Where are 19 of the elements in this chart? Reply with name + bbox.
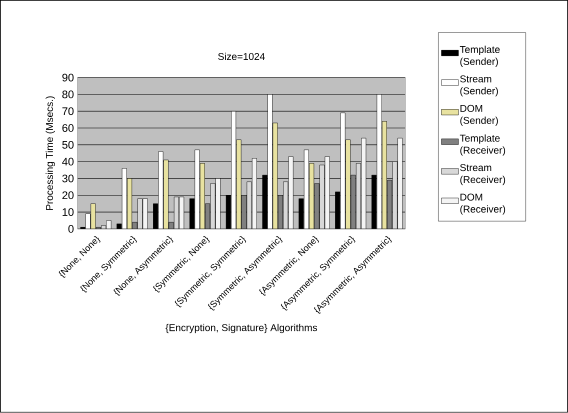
y-tick-label: 50	[62, 141, 74, 149]
x-axis-title: {Encryption, Signature} Algorithms	[166, 324, 318, 334]
legend-label: Template (Sender)	[460, 46, 500, 68]
y-axis-title: Processing Time (Msecs.)	[46, 96, 55, 210]
legend-label: Stream (Sender)	[460, 76, 498, 97]
y-tick-label: 70	[62, 107, 74, 116]
y-tick-label: 20	[62, 192, 74, 200]
y-tick-label: 30	[62, 174, 74, 182]
y-tick-label: 90	[62, 74, 74, 82]
y-tick-label: 80	[62, 90, 74, 98]
legend-label: DOM (Sender)	[460, 105, 498, 126]
legend-label: DOM (Receiver)	[460, 194, 506, 215]
legend-label: Template (Receiver)	[460, 134, 506, 156]
y-tick-label: 0	[68, 225, 74, 233]
chart-title: Size=1024	[218, 52, 265, 60]
legend-label: Stream (Receiver)	[460, 164, 506, 186]
y-tick-label: 10	[62, 208, 74, 216]
y-tick-label: 60	[62, 124, 74, 132]
y-tick-label: 40	[62, 158, 74, 166]
